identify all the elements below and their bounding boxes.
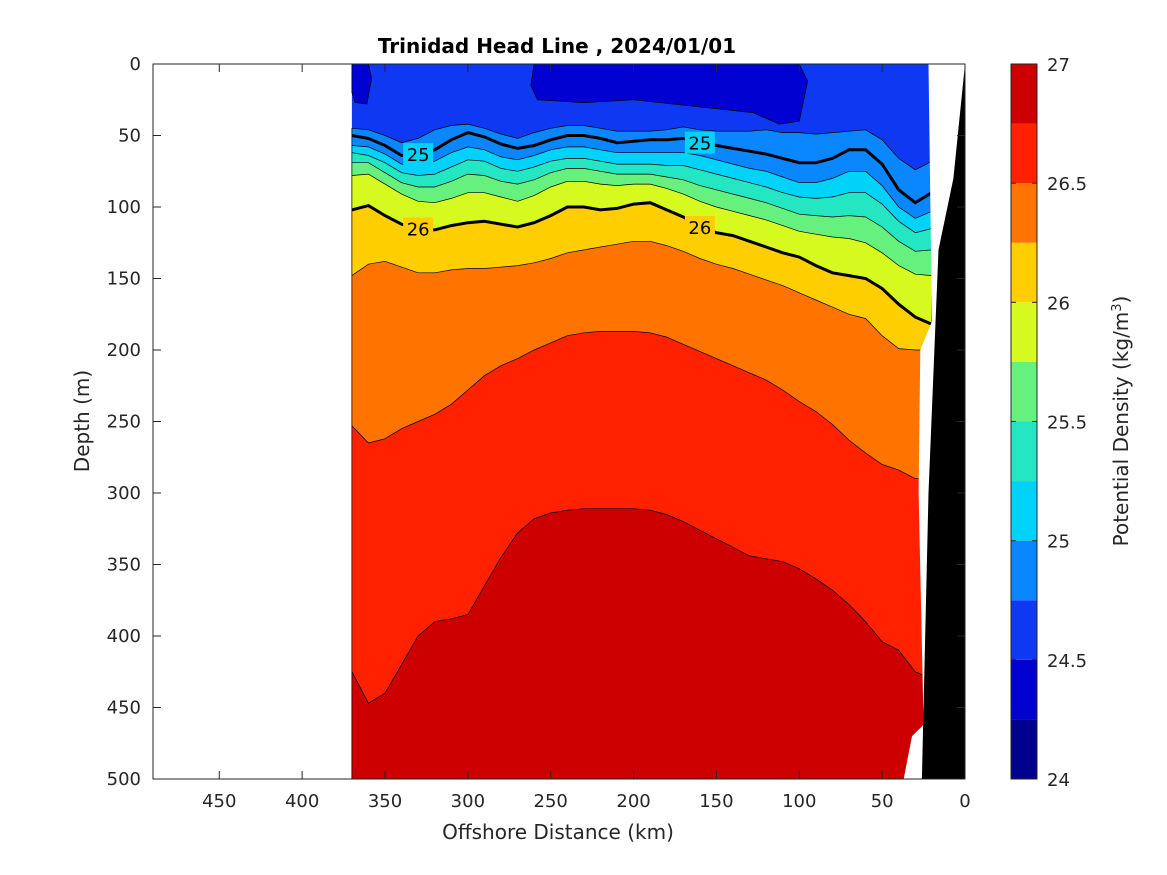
x-axis-label: Offshore Distance (km) <box>442 820 674 844</box>
contour-label-bg <box>684 216 715 239</box>
colorbar-swatch <box>1011 421 1037 482</box>
y-tick-label: 350 <box>107 555 141 576</box>
contour-label-bg <box>403 143 434 166</box>
y-tick-label: 200 <box>107 340 141 361</box>
contour-band-26.75 <box>351 508 933 780</box>
colorbar-tick-label: 24.5 <box>1047 651 1087 672</box>
colorbar-swatch <box>1011 600 1037 660</box>
x-tick-label: 50 <box>871 791 894 812</box>
x-tick-label: 350 <box>368 791 402 812</box>
y-tick-label: 500 <box>107 769 141 790</box>
y-tick-label: 0 <box>130 54 141 75</box>
colorbar-swatch <box>1011 481 1037 541</box>
contour-label-26: 26 <box>688 218 711 239</box>
y-axis: 0 50 100 150 200 250 300 350 400 450 500 <box>107 54 965 790</box>
y-tick-label: 50 <box>118 126 141 147</box>
y-tick-label: 300 <box>107 483 141 504</box>
y-axis-label: Depth (m) <box>70 370 94 472</box>
contour-label-bg <box>684 131 715 154</box>
chart-title: Trinidad Head Line , 2024/01/01 <box>378 34 736 58</box>
x-tick-label: 150 <box>699 791 733 812</box>
colorbar: 24 24.5 25 25.5 26 26.5 27 <box>1010 55 1087 791</box>
colorbar-swatch <box>1011 123 1037 184</box>
colorbar-swatch <box>1011 64 1037 124</box>
x-tick-label: 250 <box>534 791 568 812</box>
colorbar-swatch <box>1011 361 1037 422</box>
colorbar-tick-label: 25.5 <box>1047 413 1087 434</box>
colorbar-label: Potential Density (kg/m3) <box>1109 296 1133 547</box>
contour-line-25 <box>351 131 933 205</box>
colorbar-swatch <box>1011 302 1037 362</box>
x-axis: 450 400 350 300 250 200 150 100 50 0 <box>202 64 971 812</box>
contour-line-26 <box>351 201 933 326</box>
colorbar-tick-label: 27 <box>1047 55 1070 76</box>
colorbar-swatch <box>1011 183 1037 243</box>
colorbar-swatch <box>1011 242 1037 303</box>
x-tick-label: 200 <box>616 791 650 812</box>
colorbar-tick-label: 25 <box>1047 532 1070 553</box>
y-tick-label: 400 <box>107 626 141 647</box>
colorbar-label-main: Potential Density (kg/m <box>1109 312 1133 547</box>
contour-label-bg <box>403 217 434 240</box>
colorbar-swatch <box>1011 659 1037 720</box>
seafloor-land <box>921 64 965 779</box>
colorbar-tick-label: 24 <box>1047 770 1070 791</box>
y-tick-label: 100 <box>107 197 141 218</box>
colorbar-label-suffix: ) <box>1109 296 1133 304</box>
x-tick-label: 300 <box>451 791 485 812</box>
plot-area: 25 25 26 26 <box>152 63 966 780</box>
x-tick-label: 0 <box>959 791 970 812</box>
x-tick-label: 450 <box>202 791 236 812</box>
x-tick-label: 100 <box>782 791 816 812</box>
colorbar-swatch <box>1011 540 1037 601</box>
y-tick-label: 250 <box>107 412 141 433</box>
colorbar-label-sup: 3 <box>1110 303 1125 311</box>
colorbar-tick-label: 26 <box>1047 293 1070 314</box>
contour-label-25: 25 <box>688 134 711 155</box>
contour-label-25: 25 <box>407 145 430 166</box>
contour-label-26: 26 <box>407 219 430 240</box>
x-tick-label: 400 <box>285 791 319 812</box>
y-tick-label: 450 <box>107 698 141 719</box>
colorbar-swatch <box>1011 719 1037 779</box>
colorbar-tick-label: 26.5 <box>1047 174 1087 195</box>
y-tick-label: 150 <box>107 269 141 290</box>
